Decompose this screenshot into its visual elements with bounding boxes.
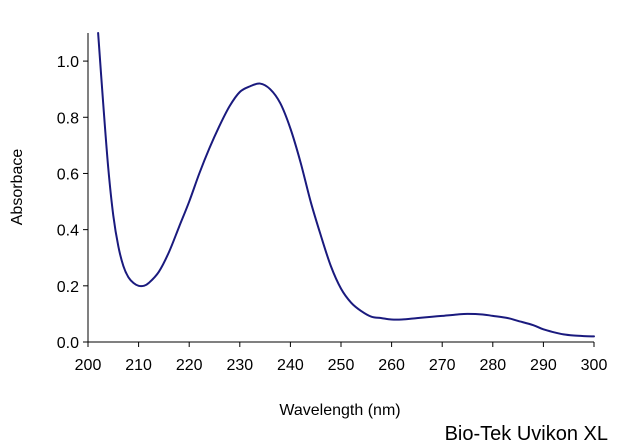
x-tick-label: 230 [226, 357, 253, 374]
x-tick-label: 300 [581, 357, 608, 374]
x-tick-label: 220 [176, 357, 203, 374]
y-tick-label: 0.2 [57, 279, 79, 296]
absorbance-series-line [97, 32, 595, 338]
y-tick-label: 0.0 [57, 335, 79, 352]
y-tick-label: 0.6 [57, 166, 79, 183]
x-ticks: 200 210 220 230 240 250 260 270 280 290 300 [75, 342, 608, 374]
instrument-annotation: Bio-Tek Uvikon XL [445, 423, 608, 445]
y-axis-title: Absorbace [9, 149, 26, 226]
y-tick-label: 1.0 [57, 54, 79, 71]
x-tick-label: 210 [125, 357, 152, 374]
x-tick-label: 270 [429, 357, 456, 374]
y-tick-label: 0.4 [57, 223, 79, 240]
x-tick-label: 290 [530, 357, 557, 374]
x-tick-label: 200 [75, 357, 102, 374]
y-ticks: 0.0 0.2 0.4 0.6 0.8 1.0 [57, 54, 88, 352]
y-tick-label: 0.8 [57, 110, 79, 127]
x-tick-label: 240 [277, 357, 304, 374]
x-tick-label: 260 [378, 357, 405, 374]
x-tick-label: 280 [479, 357, 506, 374]
x-tick-label: 250 [328, 357, 355, 374]
x-axis-title: Wavelength (nm) [279, 402, 400, 419]
plot-area [87, 33, 594, 343]
